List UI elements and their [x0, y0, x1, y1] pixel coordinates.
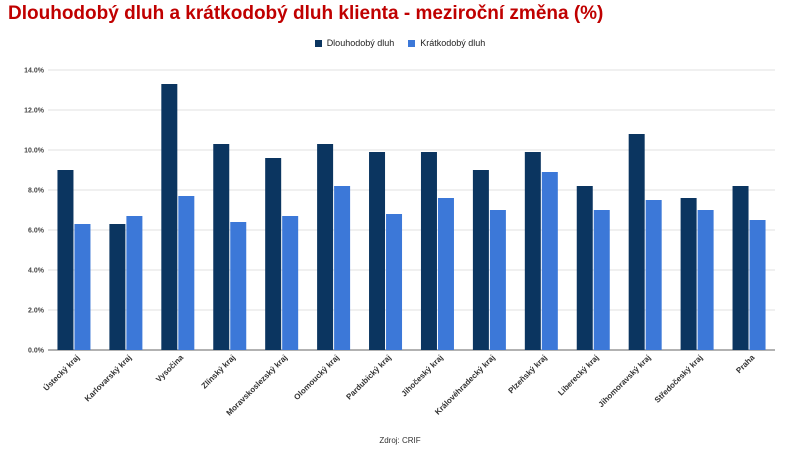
bar-short-term-debt: [645, 200, 662, 350]
legend-label-long-term-debt: Dlouhodobý dluh: [326, 38, 395, 48]
x-category-label: Pardubický kraj: [344, 353, 393, 402]
x-category-label: Jihomoravský kraj: [597, 353, 653, 409]
x-category-label: Zlínský kraj: [200, 353, 237, 390]
y-tick-label: 10.0%: [24, 148, 45, 155]
bar-long-term-debt: [317, 144, 334, 350]
bar-short-term-debt: [230, 222, 247, 350]
legend: Dlouhodobý dluh Krátkodobý dluh: [0, 38, 800, 48]
bar-short-term-debt: [593, 210, 610, 350]
y-tick-label: 14.0%: [24, 68, 45, 75]
legend-label-short-term-debt: Krátkodobý dluh: [420, 38, 486, 48]
bar-long-term-debt: [524, 152, 541, 350]
bar-short-term-debt: [541, 172, 558, 350]
bar-short-term-debt: [437, 198, 454, 350]
x-category-label: Plzeňský kraj: [507, 353, 549, 395]
bar-long-term-debt: [109, 224, 126, 350]
bar-long-term-debt: [680, 198, 697, 350]
y-tick-label: 4.0%: [28, 268, 45, 275]
x-category-label: Liberecký kraj: [556, 353, 600, 397]
bar-long-term-debt: [732, 186, 749, 350]
x-category-label: Vysočina: [154, 353, 185, 384]
bar-short-term-debt: [489, 210, 506, 350]
legend-swatch-long-term-debt: [314, 39, 322, 47]
bar-long-term-debt: [161, 84, 178, 350]
legend-item-short-term-debt: Krátkodobý dluh: [408, 38, 485, 48]
y-tick-label: 8.0%: [28, 188, 45, 195]
source-note: Zdroj: CRIF: [379, 436, 421, 445]
bar-short-term-debt: [178, 196, 195, 350]
legend-item-long-term-debt: Dlouhodobý dluh: [314, 38, 395, 48]
chart-title: Dlouhodobý dluh a krátkodobý dluh klient…: [8, 3, 604, 24]
x-category-label: Jihočeský kraj: [400, 353, 445, 398]
y-tick-label: 12.0%: [24, 108, 45, 115]
y-tick-label: 0.0%: [28, 348, 45, 355]
bar-short-term-debt: [126, 216, 143, 350]
bar-short-term-debt: [334, 186, 351, 350]
x-category-label: Středočeský kraj: [653, 353, 705, 405]
bar-long-term-debt: [472, 170, 489, 350]
x-category-label: Moravskoslezský kraj: [225, 353, 290, 418]
bar-short-term-debt: [386, 214, 403, 350]
x-category-label: Ústecký kraj: [42, 353, 82, 393]
x-category-label: Královéhradecký kraj: [433, 353, 497, 417]
bar-long-term-debt: [420, 152, 437, 350]
bar-short-term-debt: [749, 220, 766, 350]
x-category-label: Karlovarský kraj: [83, 353, 133, 403]
x-category-label: Olomoucký kraj: [292, 353, 341, 402]
bar-long-term-debt: [213, 144, 230, 350]
bar-long-term-debt: [628, 134, 645, 350]
y-tick-label: 2.0%: [28, 308, 45, 315]
y-tick-label: 6.0%: [28, 228, 45, 235]
bar-short-term-debt: [282, 216, 299, 350]
bar-long-term-debt: [265, 158, 282, 350]
bar-long-term-debt: [576, 186, 593, 350]
bar-short-term-debt: [74, 224, 91, 350]
legend-swatch-short-term-debt: [408, 39, 416, 47]
bar-long-term-debt: [57, 170, 74, 350]
bar-long-term-debt: [369, 152, 386, 350]
bar-short-term-debt: [697, 210, 714, 350]
x-category-label: Praha: [734, 353, 756, 375]
